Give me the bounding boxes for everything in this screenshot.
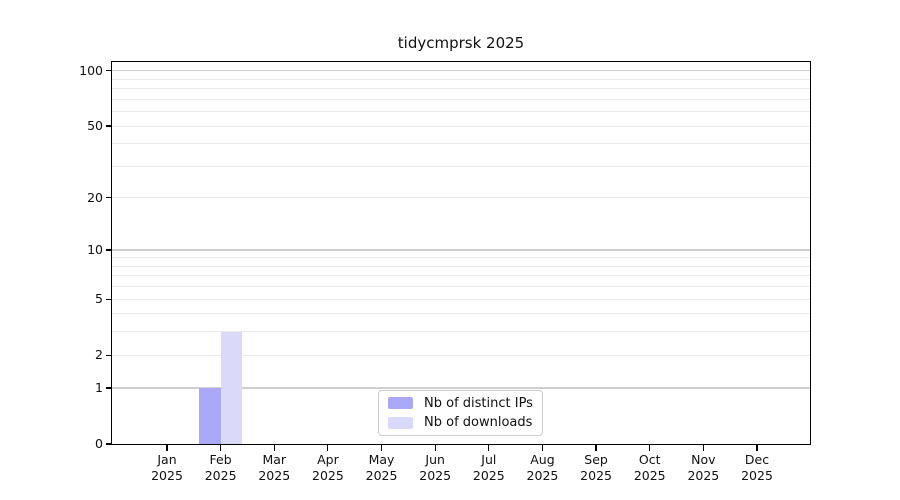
y-tickmark bbox=[105, 249, 112, 251]
y-tickmark bbox=[105, 387, 112, 389]
x-tick-label: Jul 2025 bbox=[472, 452, 505, 483]
legend-entry-downloads: Nb of downloads bbox=[388, 415, 533, 432]
x-tick-label: Aug 2025 bbox=[526, 452, 559, 483]
x-tick-label: Oct 2025 bbox=[633, 452, 666, 483]
legend-label-downloads: Nb of downloads bbox=[424, 415, 533, 431]
major-gridline bbox=[112, 387, 810, 389]
x-tick-label: Nov 2025 bbox=[687, 452, 720, 483]
minor-gridline bbox=[112, 331, 810, 333]
x-tick-label: Jun 2025 bbox=[419, 452, 452, 483]
x-tickmark bbox=[702, 444, 704, 451]
y-tickmark bbox=[105, 443, 112, 445]
bar-nb-of-distinct-ips bbox=[199, 387, 221, 444]
x-tick-label: Feb 2025 bbox=[204, 452, 237, 483]
x-tickmark bbox=[220, 444, 222, 451]
x-tickmark bbox=[327, 444, 329, 451]
x-tickmark bbox=[488, 444, 490, 451]
x-tick-label: May 2025 bbox=[365, 452, 398, 483]
minor-gridline bbox=[112, 286, 810, 288]
x-tickmark bbox=[756, 444, 758, 451]
x-tickmark bbox=[541, 444, 544, 451]
y-tick-label: 1 bbox=[95, 379, 103, 395]
minor-gridline bbox=[112, 354, 810, 356]
y-tick-label: 5 bbox=[95, 291, 103, 307]
minor-gridline bbox=[112, 165, 810, 167]
minor-gridline bbox=[112, 298, 810, 300]
minor-gridline bbox=[112, 143, 810, 145]
legend-box: Nb of distinct IPs Nb of downloads bbox=[378, 390, 543, 436]
minor-gridline bbox=[112, 313, 810, 315]
x-tickmark bbox=[380, 444, 383, 451]
y-tickmark bbox=[105, 298, 112, 300]
y-tickmark bbox=[105, 197, 112, 199]
y-tick-label: 2 bbox=[95, 347, 103, 363]
minor-gridline bbox=[112, 88, 810, 90]
x-tickmark bbox=[649, 444, 651, 451]
major-gridline bbox=[112, 70, 810, 72]
y-tickmark bbox=[105, 70, 112, 72]
x-tickmark bbox=[273, 444, 275, 451]
x-tick-label: Apr 2025 bbox=[312, 452, 344, 483]
x-tick-label: Dec 2025 bbox=[741, 452, 773, 483]
minor-gridline bbox=[112, 197, 810, 199]
y-tick-label: 100 bbox=[79, 62, 103, 78]
y-tick-label: 50 bbox=[87, 118, 103, 134]
chart-title: tidycmprsk 2025 bbox=[397, 34, 525, 52]
y-tickmark bbox=[105, 354, 112, 356]
major-gridline bbox=[112, 249, 810, 251]
y-tick-label: 0 bbox=[95, 436, 103, 451]
legend-entry-distinct-ips: Nb of distinct IPs bbox=[388, 395, 533, 412]
minor-gridline bbox=[112, 265, 810, 267]
x-tick-label: Mar 2025 bbox=[258, 452, 291, 483]
minor-gridline bbox=[112, 257, 810, 259]
x-tick-label: Sep 2025 bbox=[580, 452, 612, 483]
minor-gridline bbox=[112, 275, 810, 277]
bar-nb-of-downloads bbox=[220, 331, 243, 444]
legend-swatch-distinct-ips-icon bbox=[388, 397, 413, 410]
y-tickmark bbox=[105, 125, 112, 127]
x-tickmark bbox=[166, 444, 168, 451]
y-tick-label: 10 bbox=[87, 242, 103, 258]
minor-gridline bbox=[112, 98, 810, 100]
minor-gridline bbox=[112, 78, 810, 80]
minor-gridline bbox=[112, 125, 810, 127]
legend-label-distinct-ips: Nb of distinct IPs bbox=[424, 395, 533, 411]
x-tickmark bbox=[434, 444, 436, 451]
minor-gridline bbox=[112, 111, 810, 113]
y-tick-label: 20 bbox=[87, 189, 103, 205]
x-tick-label: Jan 2025 bbox=[151, 452, 183, 483]
x-tickmark bbox=[595, 444, 597, 451]
legend-swatch-downloads-icon bbox=[388, 416, 413, 429]
